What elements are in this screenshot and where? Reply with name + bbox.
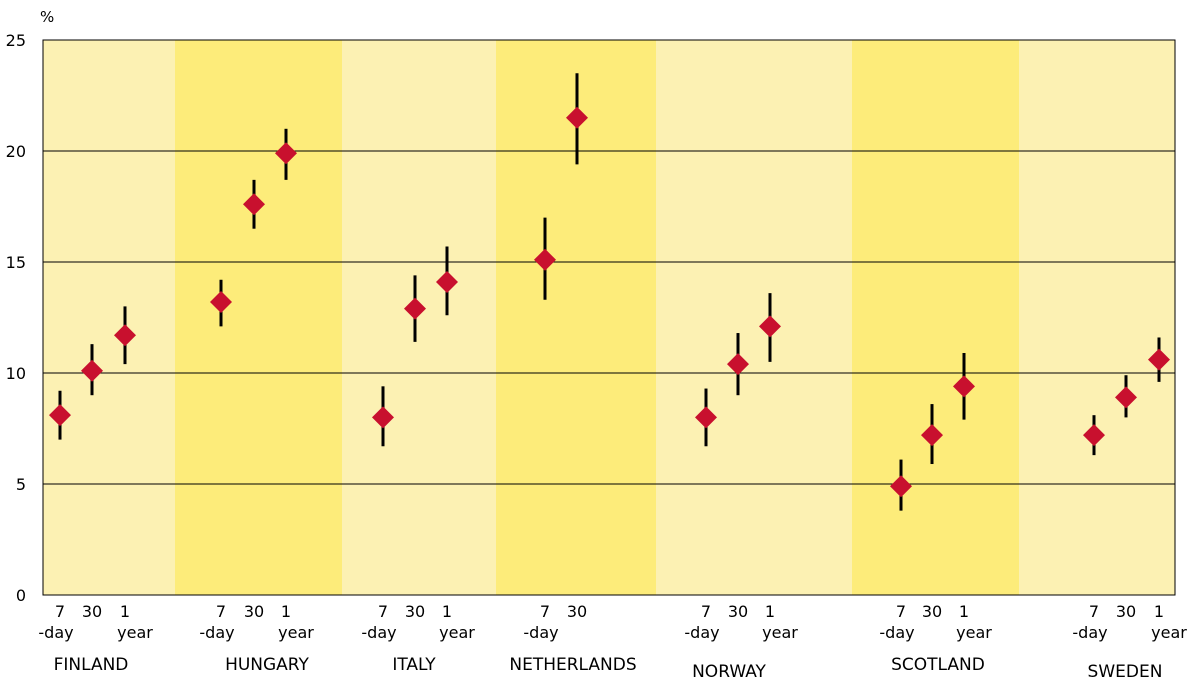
x-tick-sublabel: -day [38, 623, 73, 642]
data-point [114, 324, 136, 347]
x-tick-sublabel: year [762, 623, 798, 642]
y-tick-label: 5 [16, 475, 26, 494]
x-tick-label: 1 [281, 602, 291, 621]
data-point [953, 375, 975, 398]
gridlines [43, 150, 1175, 485]
country-label: SWEDEN [1088, 662, 1163, 682]
x-tick-label: 7 [540, 602, 550, 621]
x-tick-sublabel: -day [1072, 623, 1107, 642]
x-tick-sublabel: year [278, 623, 314, 642]
data-point [566, 106, 588, 129]
country-bands [43, 40, 1175, 595]
x-tick-sublabel: year [117, 623, 153, 642]
x-tick-sublabel: -day [361, 623, 396, 642]
data-point [404, 297, 426, 320]
x-tick-label: 1 [959, 602, 969, 621]
data-point [1083, 424, 1105, 447]
y-tick-label: 25 [6, 31, 26, 50]
band-finland [43, 40, 175, 595]
x-tick-label: 1 [120, 602, 130, 621]
x-tick-label: 30 [405, 602, 425, 621]
data-point [759, 315, 781, 338]
y-axis-unit-label: % [40, 8, 54, 26]
data-point [210, 290, 232, 313]
country-label: ITALY [392, 655, 436, 675]
data-point [243, 193, 265, 216]
band-italy [342, 40, 496, 595]
data-point [534, 248, 556, 271]
data-point [1148, 348, 1170, 371]
data-marks [49, 73, 1170, 511]
x-tick-sublabel: year [1151, 623, 1187, 642]
x-tick-label: 7 [701, 602, 711, 621]
y-axis: 0 5 10 15 20 25 [6, 31, 26, 605]
data-point [727, 353, 749, 376]
data-point [890, 475, 912, 498]
x-tick-sublabel: year [439, 623, 475, 642]
x-tick-label: 1 [1154, 602, 1164, 621]
x-tick-label: 7 [216, 602, 226, 621]
x-axis-labels: 7 -day 30 1 year FINLAND 7 -day 30 1 year HUNGARY 7 -… [38, 602, 1187, 682]
x-tick-sublabel: -day [684, 623, 719, 642]
data-point [49, 404, 71, 427]
y-tick-label: 15 [6, 253, 26, 272]
x-tick-label: 30 [244, 602, 264, 621]
data-point [436, 270, 458, 293]
data-point [921, 424, 943, 447]
country-label: HUNGARY [225, 655, 309, 675]
band-sweden [1019, 40, 1175, 595]
x-tick-label: 1 [765, 602, 775, 621]
data-point [1115, 386, 1137, 409]
data-point [695, 406, 717, 429]
x-tick-sublabel: -day [879, 623, 914, 642]
x-tick-label: 30 [1116, 602, 1136, 621]
country-label: SCOTLAND [891, 655, 985, 675]
x-tick-sublabel: year [956, 623, 992, 642]
x-tick-sublabel: -day [199, 623, 234, 642]
x-tick-label: 7 [1089, 602, 1099, 621]
x-tick-label: 30 [567, 602, 587, 621]
x-tick-label: 7 [896, 602, 906, 621]
x-tick-label: 30 [922, 602, 942, 621]
y-tick-label: 10 [6, 364, 26, 383]
country-label: FINLAND [54, 655, 129, 675]
x-tick-label: 7 [378, 602, 388, 621]
country-label: NORWAY [692, 662, 766, 682]
x-tick-label: 30 [728, 602, 748, 621]
x-tick-label: 30 [82, 602, 102, 621]
y-tick-label: 0 [16, 586, 26, 605]
band-scotland [852, 40, 1019, 595]
x-tick-sublabel: -day [523, 623, 558, 642]
band-hungary [175, 40, 342, 595]
country-label: NETHERLANDS [509, 655, 636, 675]
data-point [81, 359, 103, 382]
plot-frame [42, 39, 1176, 596]
x-tick-label: 1 [442, 602, 452, 621]
y-tick-label: 20 [6, 142, 26, 161]
data-point [372, 406, 394, 429]
x-tick-label: 7 [55, 602, 65, 621]
data-point [275, 142, 297, 165]
band-norway [656, 40, 852, 595]
